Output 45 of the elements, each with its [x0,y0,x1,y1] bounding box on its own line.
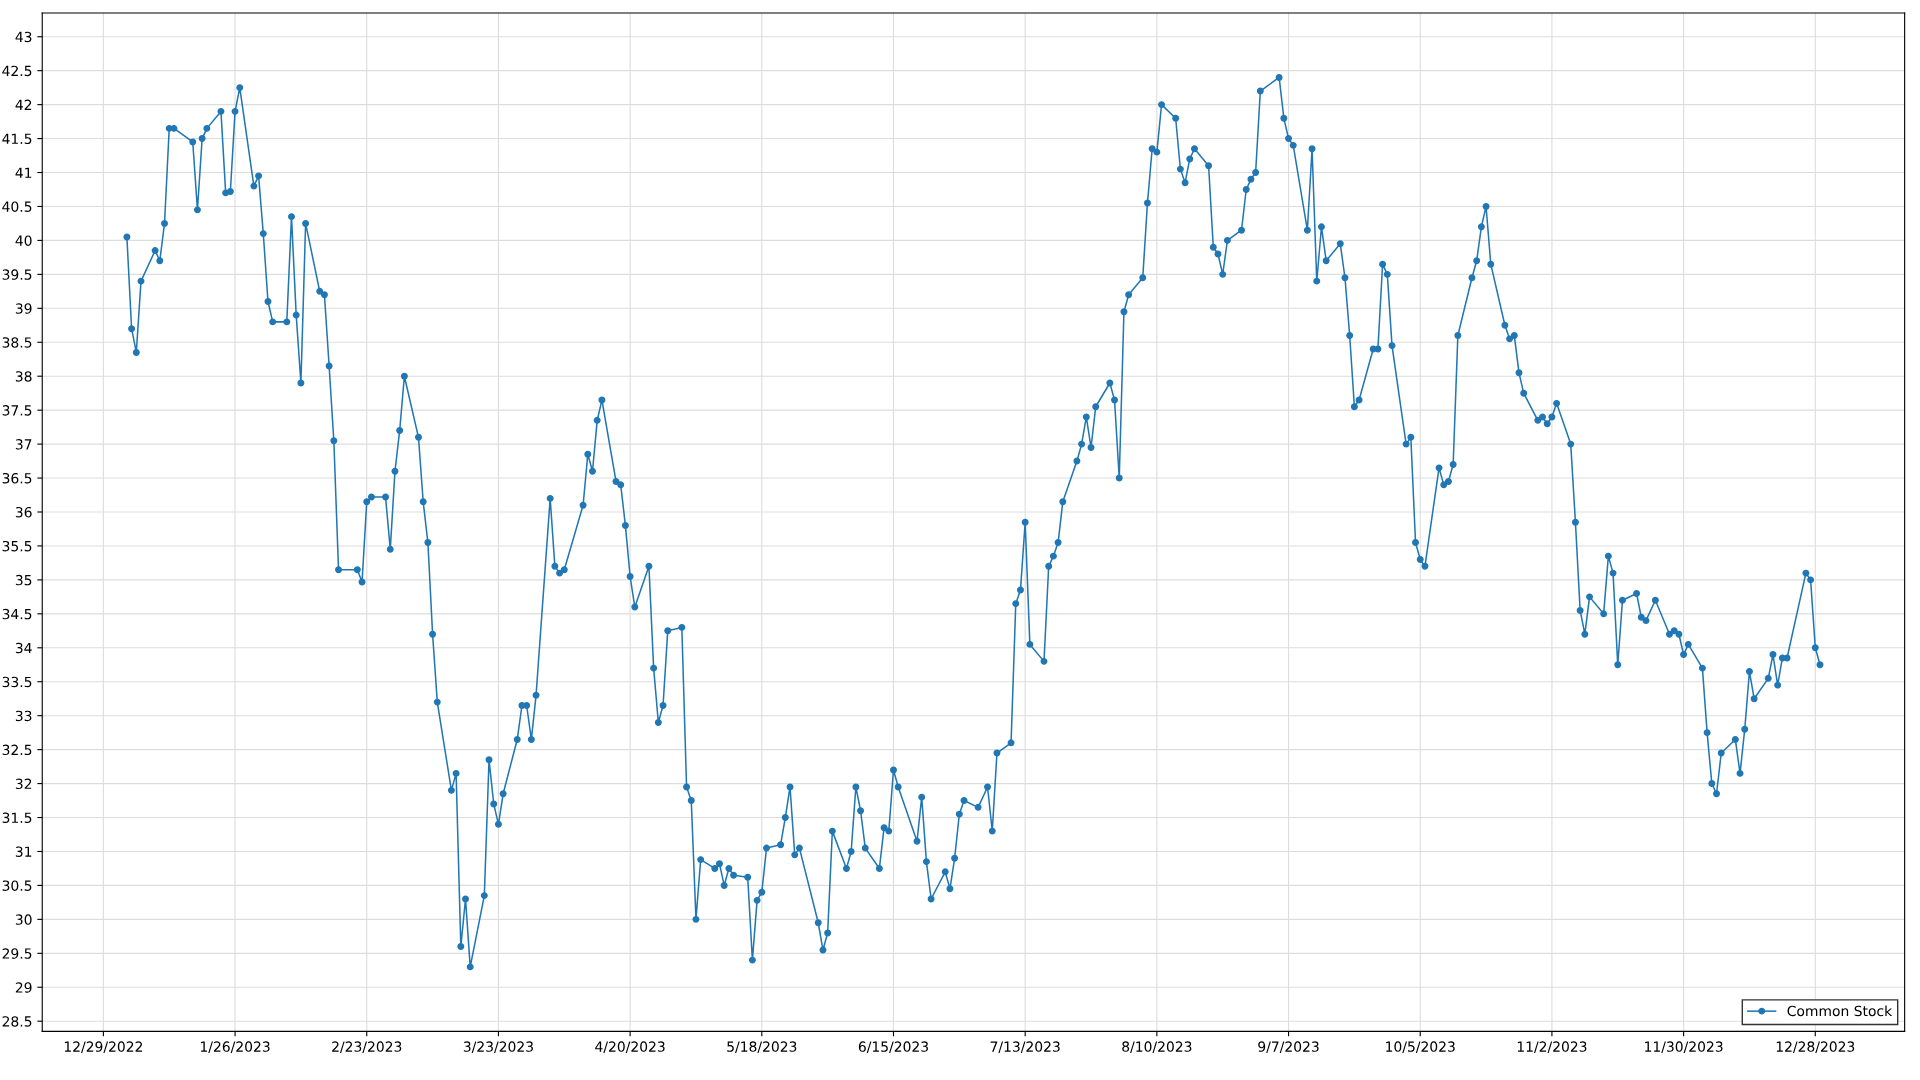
y-tick-label: 41.5 [2,133,32,145]
x-tick-label: 1/26/2023 [200,1041,270,1053]
legend-label: Common Stock [1787,1005,1893,1017]
y-tick-label: 36.5 [2,473,32,484]
y-tick-label: 39.5 [2,269,32,280]
y-tick-label: 42 [15,99,32,110]
x-tick-label: 9/7/2023 [1258,1041,1319,1053]
x-tick-label: 11/30/2023 [1645,1041,1723,1053]
x-tick-label: 11/2/2023 [1517,1041,1587,1053]
y-tick-label: 42.5 [2,65,32,77]
x-tick-label: 6/15/2023 [858,1041,928,1053]
y-tick-label: 30.5 [2,880,32,891]
y-tick-label: 34.5 [2,608,32,620]
y-tick-label: 32.5 [2,744,32,756]
y-tick-label: 39 [15,303,32,314]
y-tick-label: 37.5 [2,405,32,416]
y-tick-label: 36 [15,506,32,518]
x-tick-label: 7/13/2023 [990,1041,1060,1053]
x-tick-label: 5/18/2023 [727,1041,797,1053]
y-tick-label: 41 [15,167,32,178]
y-tick-label: 29 [15,982,32,993]
x-tick-label: 4/20/2023 [595,1041,665,1053]
x-tick-label: 12/29/2022 [64,1041,143,1053]
y-tick-label: 31.5 [2,812,32,823]
y-tick-label: 35.5 [2,540,32,552]
y-tick-label: 35 [15,574,32,586]
x-tick-label: 2/23/2023 [332,1041,402,1053]
y-tick-label: 34 [15,642,32,654]
x-tick-label: 12/28/2023 [1776,1041,1855,1053]
y-tick-label: 33 [15,710,32,722]
y-tick-label: 43 [15,31,32,43]
y-tick-label: 38 [15,371,32,382]
y-tick-label: 38.5 [2,337,32,348]
x-tick-label: 3/23/2023 [463,1041,533,1053]
y-tick-label: 37 [15,439,32,450]
y-tick-label: 40.5 [2,201,32,212]
y-tick-label: 40 [15,235,32,246]
x-tick-label: 10/5/2023 [1386,1041,1455,1053]
y-tick-label: 31 [15,846,32,857]
y-tick-label: 32 [15,778,32,790]
y-tick-label: 33.5 [2,676,32,688]
y-tick-label: 28.5 [2,1016,32,1027]
y-tick-label: 29.5 [2,948,32,959]
x-tick-label: 8/10/2023 [1122,1041,1192,1053]
y-tick-label: 30 [15,914,32,925]
